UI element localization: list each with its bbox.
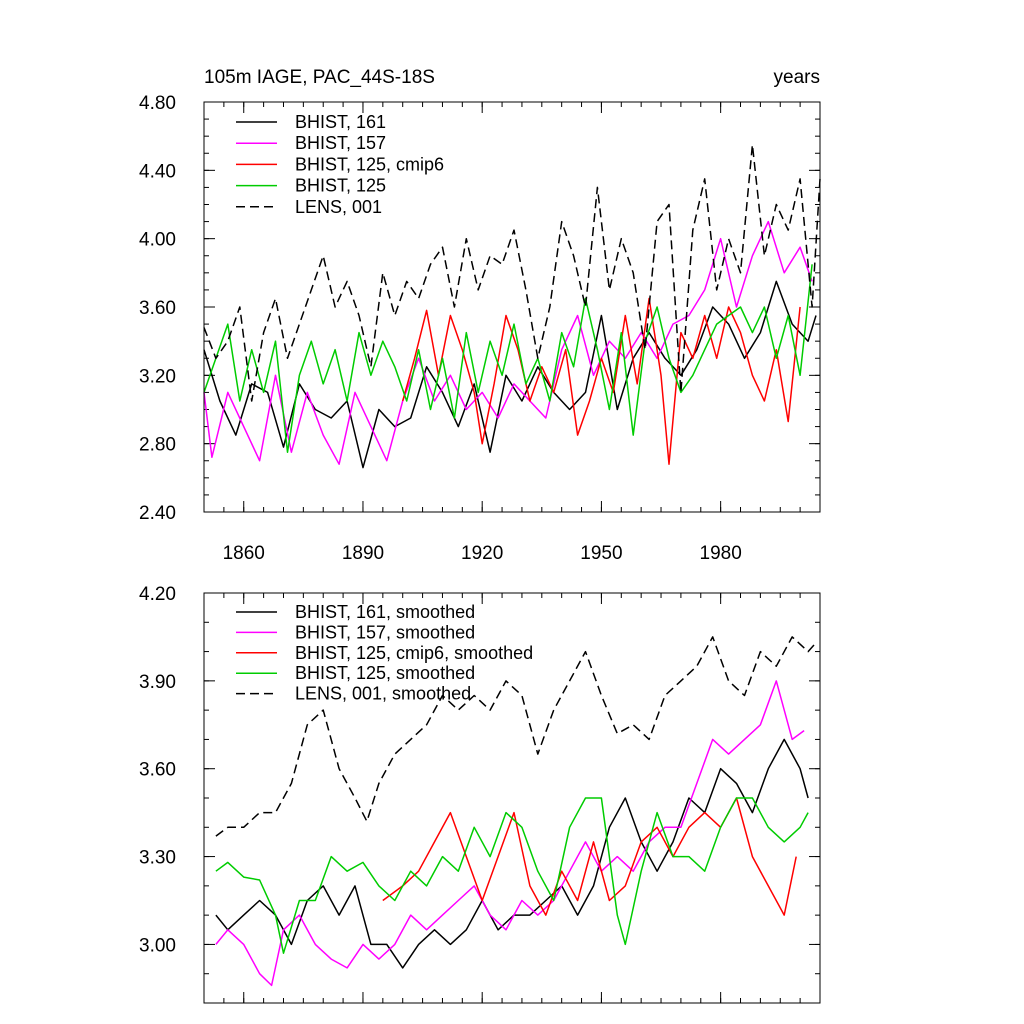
chart-title: 105m IAGE, PAC_44S-18S <box>204 67 435 88</box>
legend-label: BHIST, 157, smoothed <box>295 622 475 642</box>
series-line <box>203 220 813 465</box>
legend-label: BHIST, 125 <box>295 176 386 196</box>
y-tick-label: 4.00 <box>139 230 176 251</box>
y-tick-label: 3.30 <box>139 848 176 869</box>
bottom-panel: 3.00 3.30 3.60 3.90 4.20 BHIST, 161, smoothed… <box>139 584 821 1004</box>
series-line <box>215 636 817 837</box>
legend-label: BHIST, 161, smoothed <box>295 602 475 622</box>
y-tick-label: 3.90 <box>139 672 176 693</box>
x-tick-label: 1920 <box>461 543 503 564</box>
y-tick-label: 4.40 <box>139 161 176 182</box>
legend-label: BHIST, 161 <box>295 112 386 132</box>
series-line <box>215 797 809 954</box>
x-tick-label: 1950 <box>580 543 622 564</box>
y-tick-label: 3.00 <box>139 935 176 956</box>
series-line <box>215 738 809 969</box>
legend-label: BHIST, 125, cmip6 <box>295 154 444 174</box>
plot-frame <box>203 101 821 513</box>
y-tick-label: 3.60 <box>139 760 176 781</box>
plot-frame <box>203 592 821 1004</box>
series-line <box>203 143 821 402</box>
y-tick-label: 4.80 <box>139 93 176 114</box>
legend-label: BHIST, 157 <box>295 133 386 153</box>
x-tick-label: 1890 <box>342 543 384 564</box>
y-tick-label: 2.80 <box>139 435 176 456</box>
series-line <box>215 680 805 987</box>
series-line <box>382 797 797 916</box>
top-panel: 2.40 2.80 3.20 3.60 4.00 4.40 4.80 1860 1890 1920… <box>139 93 821 564</box>
series-line <box>203 264 813 453</box>
legend-label: LENS, 001 <box>295 197 382 217</box>
y-tick-label: 3.60 <box>139 298 176 319</box>
x-tick-label: 1980 <box>700 543 742 564</box>
y-tick-label: 4.20 <box>139 584 176 605</box>
legend-label: BHIST, 125, smoothed <box>295 663 475 683</box>
legend-label: BHIST, 125, cmip6, smoothed <box>295 643 533 663</box>
y-tick-label: 3.20 <box>139 366 176 387</box>
series-line <box>401 297 801 465</box>
y-tick-label: 2.40 <box>139 503 176 524</box>
legend-label: LENS, 001, smoothed <box>295 684 471 704</box>
units-label: years <box>774 67 820 88</box>
x-tick-label: 1860 <box>223 543 265 564</box>
series-line <box>203 280 817 469</box>
